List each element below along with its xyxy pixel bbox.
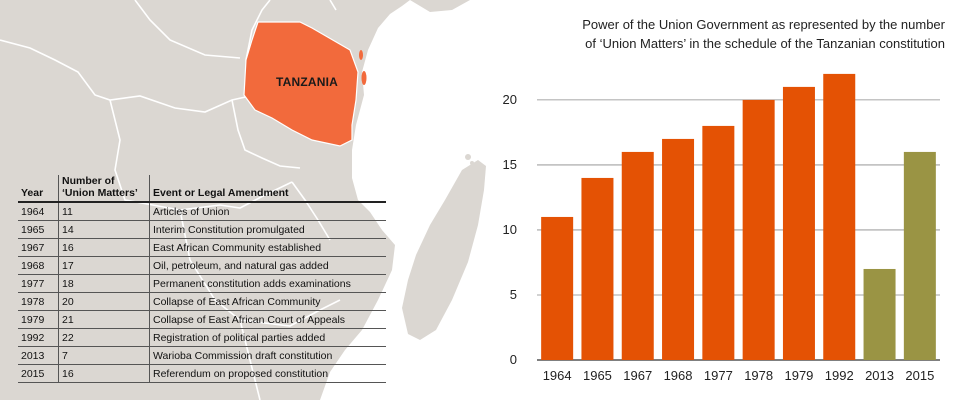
cell-year: 1992 <box>18 328 59 347</box>
table-header-number-line2: ‘Union Matters’ <box>62 187 138 199</box>
table-row: 2015 16 Referendum on proposed constitutio… <box>18 364 386 383</box>
bar <box>903 151 936 360</box>
x-tick-label: 1965 <box>583 368 612 383</box>
bar <box>581 177 614 360</box>
table-row: 1965 14 Interim Constitution promulgated <box>18 220 386 239</box>
cell-number: 17 <box>58 256 150 275</box>
y-tick-label: 0 <box>510 352 517 367</box>
map-comoros-2 <box>470 161 474 165</box>
cell-number: 21 <box>58 310 150 329</box>
bar <box>782 86 815 361</box>
bar <box>823 73 856 361</box>
map-comoros-1 <box>465 154 471 160</box>
bar <box>621 151 654 360</box>
cell-event: East African Community established <box>149 238 386 257</box>
table-row: 1977 18 Permanent constitution adds examin… <box>18 274 386 293</box>
table-header-number-line1: Number of <box>62 175 115 187</box>
table-row: 1978 20 Collapse of East African Community <box>18 292 386 311</box>
cell-number: 20 <box>58 292 150 311</box>
cell-event: Referendum on proposed constitution <box>149 364 386 383</box>
x-tick-label: 1992 <box>825 368 854 383</box>
cell-event: Collapse of East African Court of Appeal… <box>149 310 386 329</box>
table-body: 1964 11 Articles of Union 1965 14 Interim Co… <box>18 202 386 383</box>
cell-year: 2015 <box>18 364 59 383</box>
cell-event: Oil, petroleum, and natural gas added <box>149 256 386 275</box>
cell-number: 16 <box>58 364 150 383</box>
cell-number: 22 <box>58 328 150 347</box>
cell-event: Warioba Commission draft constitution <box>149 346 386 365</box>
union-matters-table: Year Number of ‘Union Matters’ Event or … <box>18 175 386 383</box>
x-tick-label: 1967 <box>623 368 652 383</box>
map-landmass-north <box>410 0 470 12</box>
map-zanzibar <box>361 71 367 85</box>
x-tick-label: 2013 <box>865 368 894 383</box>
table-row: 1979 21 Collapse of East African Court of … <box>18 310 386 329</box>
y-tick-label: 10 <box>503 222 517 237</box>
x-tick-label: 1978 <box>744 368 773 383</box>
table-row: 1964 11 Articles of Union <box>18 202 386 221</box>
cell-event: Collapse of East African Community <box>149 292 386 311</box>
x-tick-label: 1964 <box>543 368 572 383</box>
map-pemba <box>359 50 363 60</box>
cell-number: 18 <box>58 274 150 293</box>
cell-year: 1964 <box>18 202 59 221</box>
chart-title-line2: of ‘Union Matters’ in the schedule of th… <box>585 36 945 51</box>
cell-year: 1968 <box>18 256 59 275</box>
y-tick-label: 15 <box>503 157 517 172</box>
table-header-year: Year <box>18 175 59 203</box>
cell-year: 1967 <box>18 238 59 257</box>
table-header-number: Number of ‘Union Matters’ <box>58 175 150 203</box>
map-tanzania <box>243 21 359 147</box>
cell-number: 11 <box>58 202 150 221</box>
cell-event: Articles of Union <box>149 202 386 221</box>
cell-year: 2013 <box>18 346 59 365</box>
cell-number: 16 <box>58 238 150 257</box>
y-tick-label: 20 <box>503 92 517 107</box>
cell-number: 7 <box>58 346 150 365</box>
cell-event: Registration of political parties added <box>149 328 386 347</box>
cell-year: 1965 <box>18 220 59 239</box>
table-row: 2013 7 Warioba Commission draft constituti… <box>18 346 386 365</box>
bar <box>541 216 574 360</box>
bar <box>863 268 896 360</box>
x-tick-label: 1968 <box>664 368 693 383</box>
union-matters-table-panel: Year Number of ‘Union Matters’ Event or … <box>18 175 386 383</box>
bar <box>662 138 695 360</box>
cell-year: 1978 <box>18 292 59 311</box>
chart-title: Power of the Union Government as represe… <box>495 15 945 53</box>
map-label-tanzania: TANZANIA <box>276 75 339 89</box>
bar-chart: 0 5 10 15 20 1964 1965 1967 1968 1977 1978 1979 1992… <box>503 73 940 383</box>
x-tick-label: 2015 <box>905 368 934 383</box>
table-header-event: Event or Legal Amendment <box>149 175 386 203</box>
cell-event: Permanent constitution adds examinations <box>149 274 386 293</box>
cell-number: 14 <box>58 220 150 239</box>
x-tick-label: 1979 <box>784 368 813 383</box>
chart-title-line1: Power of the Union Government as represe… <box>582 17 945 32</box>
y-tick-label: 5 <box>510 287 517 302</box>
table-row: 1968 17 Oil, petroleum, and natural gas ad… <box>18 256 386 275</box>
cell-year: 1977 <box>18 274 59 293</box>
cell-event: Interim Constitution promulgated <box>149 220 386 239</box>
bar <box>742 99 775 360</box>
table-row: 1967 16 East African Community established <box>18 238 386 257</box>
map-madagascar <box>402 160 486 340</box>
table-row: 1992 22 Registration of political parties … <box>18 328 386 347</box>
bar <box>702 125 735 360</box>
x-tick-label: 1977 <box>704 368 733 383</box>
table-header-row: Year Number of ‘Union Matters’ Event or … <box>18 175 386 203</box>
cell-year: 1979 <box>18 310 59 329</box>
